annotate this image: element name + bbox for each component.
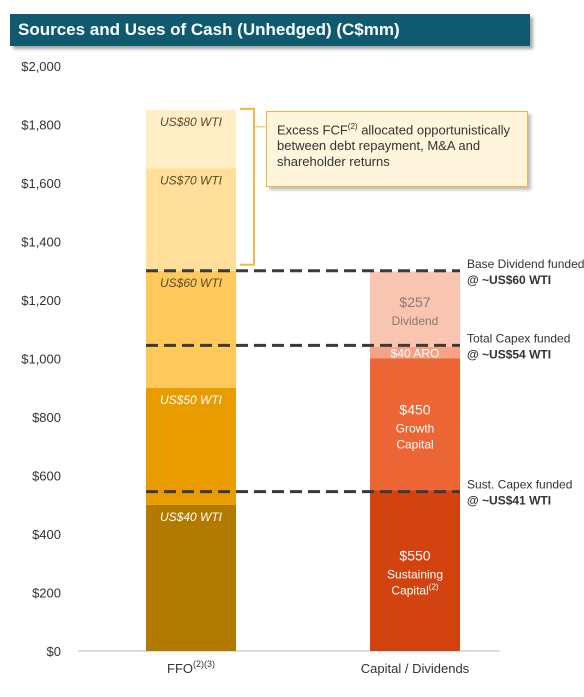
ffo-bar-segment bbox=[146, 109, 236, 169]
y-tick-label: $800 bbox=[32, 410, 61, 425]
ffo-segment-label: US$50 WTI bbox=[160, 393, 223, 407]
x-category-sup: (2)(3) bbox=[193, 659, 215, 669]
y-tick-label: $200 bbox=[32, 586, 61, 601]
y-tick-label: $1,800 bbox=[21, 118, 61, 133]
reference-sublabel: @ ~US$41 WTI bbox=[467, 494, 551, 508]
y-tick-label: $1,400 bbox=[21, 235, 61, 250]
reference-label: Total Capex funded bbox=[467, 331, 570, 345]
uses-segment-label: Capital bbox=[396, 437, 433, 451]
y-tick-label: $600 bbox=[32, 469, 61, 484]
ffo-segment-label: US$80 WTI bbox=[160, 115, 223, 129]
uses-segment-label: Capital(2) bbox=[391, 583, 438, 598]
y-tick-label: $1,000 bbox=[21, 352, 61, 367]
uses-bar-segment bbox=[370, 346, 460, 359]
ffo-bar-segment bbox=[146, 168, 236, 271]
x-category-label: Capital / Dividends bbox=[361, 661, 470, 676]
uses-segment-value: $257 bbox=[399, 294, 430, 310]
ffo-bar-segment bbox=[146, 387, 236, 505]
ffo-bar-segment bbox=[146, 270, 236, 388]
uses-bar-segment bbox=[370, 490, 460, 651]
uses-bar-segment bbox=[370, 358, 460, 491]
excess-fcf-bracket bbox=[240, 107, 255, 266]
x-category-label: FFO(2)(3) bbox=[167, 659, 215, 676]
y-tick-label: $2,000 bbox=[21, 59, 61, 74]
reference-label: Sust. Capex funded bbox=[467, 478, 572, 492]
callout-text-after: allocated opportunistically between debt… bbox=[277, 122, 511, 170]
reference-sublabel: @ ~US$54 WTI bbox=[467, 347, 551, 361]
uses-segment-label: Sustaining bbox=[387, 568, 443, 582]
y-tick-label: $1,600 bbox=[21, 176, 61, 191]
y-tick-label: $0 bbox=[47, 644, 61, 659]
callout-text-before: Excess FCF bbox=[277, 122, 348, 138]
reference-sublabel: @ ~US$60 WTI bbox=[467, 273, 551, 287]
callout-sup: (2) bbox=[347, 122, 358, 131]
ffo-segment-label: US$70 WTI bbox=[160, 173, 223, 187]
y-tick-label: $400 bbox=[32, 527, 61, 542]
chart-title: Sources and Uses of Cash (Unhedged) (C$m… bbox=[18, 20, 400, 39]
ffo-bar-segment bbox=[146, 504, 236, 651]
uses-segment-label: Growth bbox=[396, 421, 435, 435]
uses-segment-value: $450 bbox=[399, 401, 430, 417]
uses-bar-segment bbox=[370, 271, 460, 347]
excess-fcf-callout: Excess FCF(2) allocated opportunisticall… bbox=[266, 111, 528, 187]
y-tick-label: $1,200 bbox=[21, 293, 61, 308]
uses-segment-value: $40 ARO bbox=[391, 347, 440, 361]
ffo-segment-label: US$40 WTI bbox=[160, 510, 223, 524]
reference-label: Base Dividend funded bbox=[467, 257, 584, 271]
ffo-segment-label: US$60 WTI bbox=[160, 276, 223, 290]
uses-segment-label: Dividend bbox=[392, 314, 439, 328]
title-bar: Sources and Uses of Cash (Unhedged) (C$m… bbox=[10, 14, 530, 46]
uses-segment-value: $550 bbox=[399, 548, 430, 564]
uses-segment-sup: (2) bbox=[429, 583, 439, 592]
